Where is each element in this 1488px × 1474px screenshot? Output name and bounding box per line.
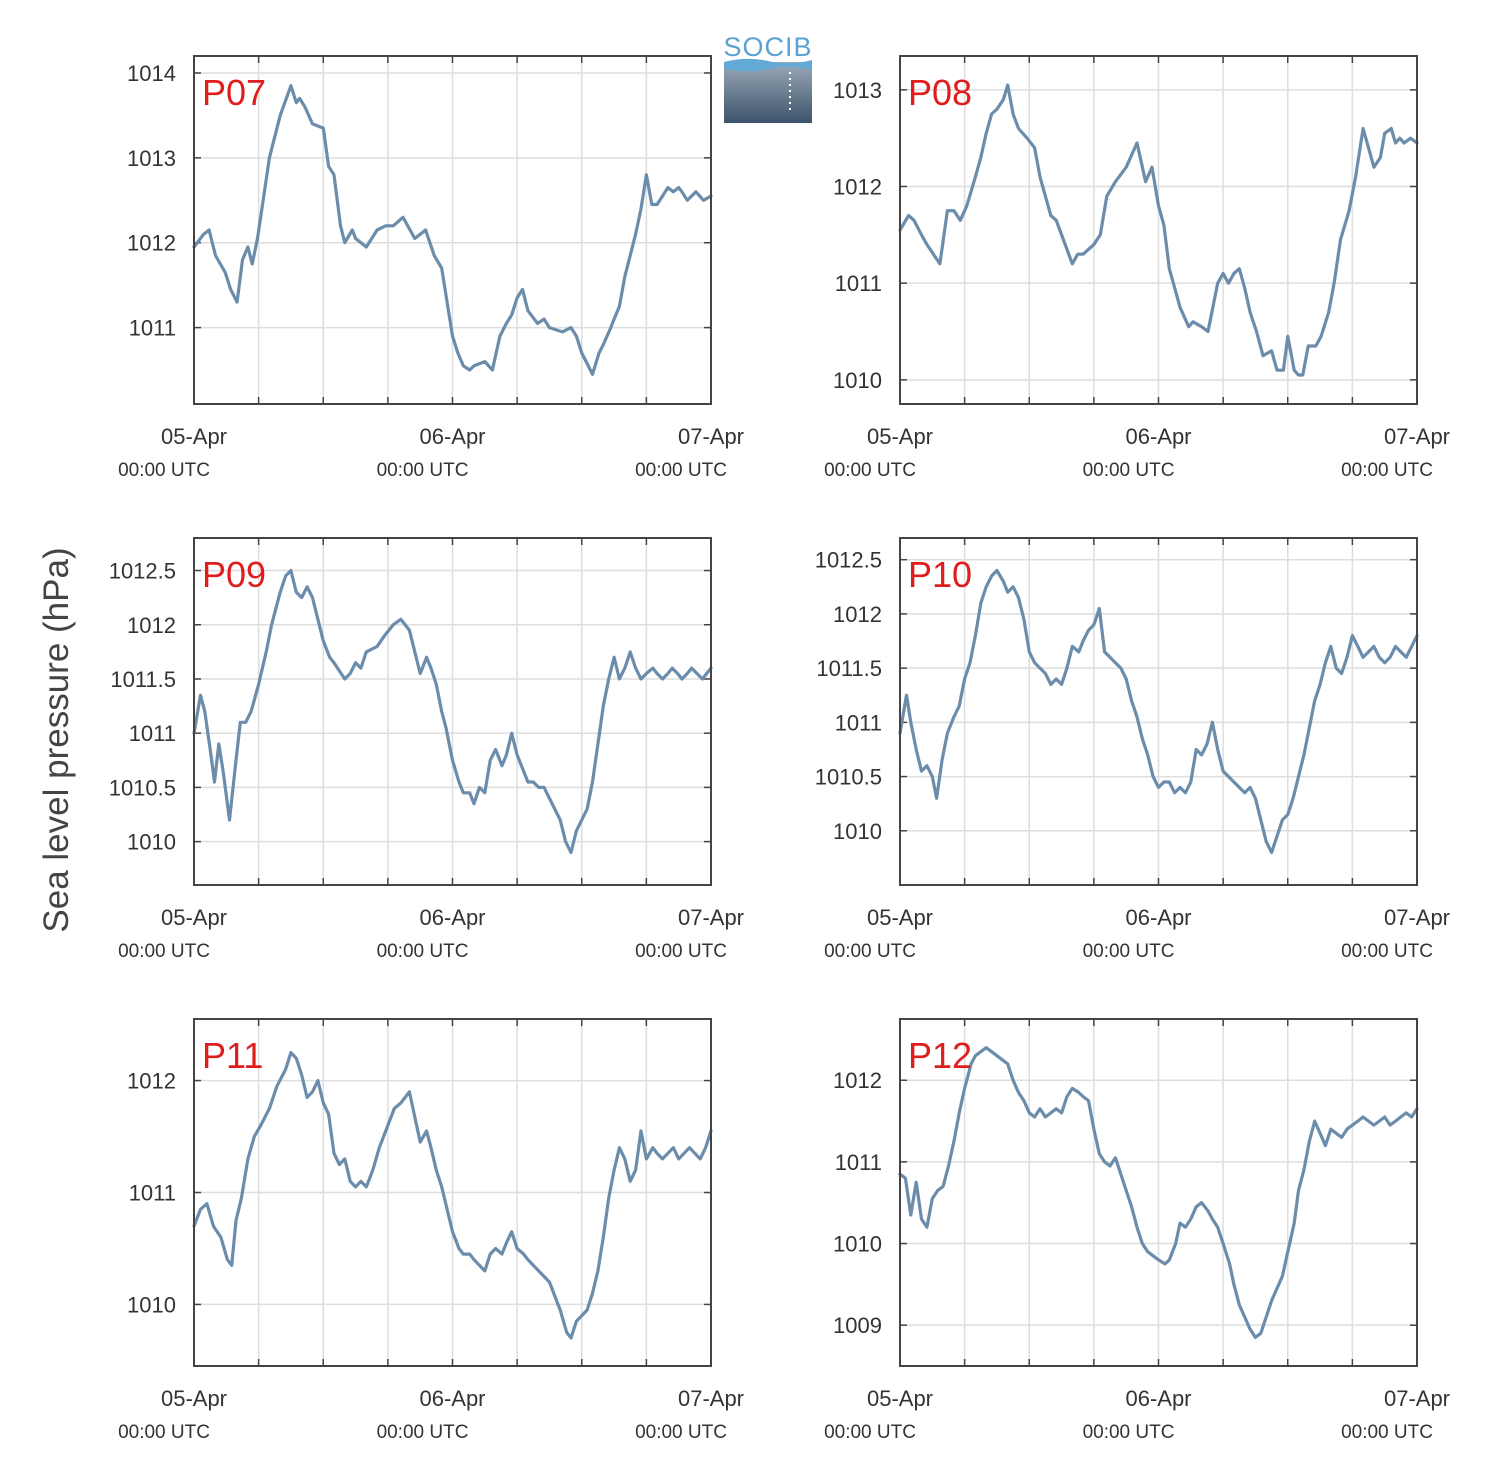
x-tick-label: 07-Apr xyxy=(1384,1386,1450,1411)
series-line xyxy=(898,568,1419,855)
panel-tag: P10 xyxy=(908,554,972,595)
y-tick-label: 1010.5 xyxy=(815,765,882,790)
y-tick-label: 1013 xyxy=(127,146,176,171)
y-tick-label: 1011 xyxy=(129,316,176,341)
x-tick-label: 07-Apr xyxy=(678,424,744,449)
panel-p09: 1010 1010.5 1011 1011.5 1012 1012.5 P09 05-Apr 0… xyxy=(109,537,744,962)
x-tick-sublabel: 00:00 UTC xyxy=(1341,1422,1433,1443)
x-tick-label: 06-Apr xyxy=(419,1386,485,1411)
series-line xyxy=(898,1046,1419,1339)
y-tick-label: 1012 xyxy=(833,175,882,200)
series-line xyxy=(192,1051,713,1340)
panel-tag: P11 xyxy=(202,1035,263,1076)
y-tick-label: 1010 xyxy=(833,819,882,844)
plot-frame xyxy=(899,55,1418,405)
x-tick-label: 06-Apr xyxy=(419,905,485,930)
panel-tag: P09 xyxy=(202,554,266,595)
y-tick-label: 1012 xyxy=(833,1068,882,1093)
plot-frame xyxy=(193,55,712,405)
x-tick-sublabel: 00:00 UTC xyxy=(1341,460,1433,481)
y-tick-label: 1012 xyxy=(127,613,176,638)
panel-p07: 1011 1012 1013 1014 P07 05-Apr 00:00 UTC 06-Apr… xyxy=(118,55,744,481)
x-tick-sublabel: 00:00 UTC xyxy=(824,1422,916,1443)
x-tick-sublabel: 00:00 UTC xyxy=(1341,941,1433,962)
socib-logo: SOCIB xyxy=(723,32,812,123)
x-tick-sublabel: 00:00 UTC xyxy=(377,1422,469,1443)
x-tick-label: 06-Apr xyxy=(1125,424,1191,449)
x-tick-sublabel: 00:00 UTC xyxy=(118,941,210,962)
socib-logo-text: SOCIB xyxy=(723,32,812,62)
y-tick-label: 1011 xyxy=(835,710,882,735)
x-tick-sublabel: 00:00 UTC xyxy=(635,460,727,481)
y-tick-label: 1012.5 xyxy=(815,548,882,573)
panel-p08: 1010 1011 1012 1013 P08 05-Apr 00:00 UTC 06-Apr… xyxy=(824,55,1450,481)
y-tick-label: 1012 xyxy=(127,231,176,256)
x-tick-label: 05-Apr xyxy=(867,1386,933,1411)
x-tick-label: 05-Apr xyxy=(161,1386,227,1411)
plot-frame xyxy=(193,537,712,886)
x-tick-sublabel: 00:00 UTC xyxy=(1083,460,1175,481)
y-tick-label: 1012.5 xyxy=(109,559,176,584)
y-tick-label: 1010 xyxy=(833,1232,882,1257)
panel-tag: P07 xyxy=(202,72,266,113)
y-tick-label: 1011 xyxy=(835,271,882,296)
y-tick-label: 1014 xyxy=(127,61,176,86)
x-tick-sublabel: 00:00 UTC xyxy=(824,941,916,962)
panel-p11: 1010 1011 1012 P11 05-Apr 00:00 UTC 06-Apr 00:0… xyxy=(118,1018,744,1443)
y-tick-label: 1012 xyxy=(833,602,882,627)
x-tick-label: 07-Apr xyxy=(1384,905,1450,930)
x-tick-label: 06-Apr xyxy=(1125,1386,1191,1411)
x-tick-label: 07-Apr xyxy=(1384,424,1450,449)
x-tick-label: 07-Apr xyxy=(678,905,744,930)
y-tick-label: 1013 xyxy=(833,78,882,103)
x-tick-label: 05-Apr xyxy=(867,424,933,449)
plot-frame xyxy=(193,1018,712,1367)
x-tick-label: 07-Apr xyxy=(678,1386,744,1411)
y-axis-label: Sea level pressure (hPa) xyxy=(37,547,76,932)
x-tick-sublabel: 00:00 UTC xyxy=(824,460,916,481)
y-tick-label: 1012 xyxy=(127,1069,176,1094)
plot-frame xyxy=(899,537,1418,886)
y-tick-label: 1011 xyxy=(129,1181,176,1206)
y-tick-label: 1010.5 xyxy=(109,775,176,800)
y-tick-label: 1009 xyxy=(833,1313,882,1338)
series-line xyxy=(898,83,1419,377)
panel-p12: 1009 1010 1011 1012 P12 05-Apr 00:00 UTC 06-Apr… xyxy=(824,1018,1450,1443)
socib-logo-block xyxy=(724,62,812,123)
x-tick-sublabel: 00:00 UTC xyxy=(118,1422,210,1443)
y-tick-label: 1010 xyxy=(833,368,882,393)
x-tick-sublabel: 00:00 UTC xyxy=(635,941,727,962)
y-tick-label: 1010 xyxy=(127,830,176,855)
panel-tag: P08 xyxy=(908,72,972,113)
x-tick-sublabel: 00:00 UTC xyxy=(635,1422,727,1443)
y-tick-label: 1011 xyxy=(129,721,176,746)
panel-tag: P12 xyxy=(908,1035,972,1076)
x-tick-sublabel: 00:00 UTC xyxy=(1083,1422,1175,1443)
y-tick-label: 1011.5 xyxy=(816,656,882,681)
x-tick-sublabel: 00:00 UTC xyxy=(377,941,469,962)
x-tick-sublabel: 00:00 UTC xyxy=(1083,941,1175,962)
x-tick-label: 06-Apr xyxy=(419,424,485,449)
plot-frame xyxy=(899,1018,1418,1367)
x-tick-sublabel: 00:00 UTC xyxy=(377,460,469,481)
y-tick-label: 1011.5 xyxy=(110,667,176,692)
series-line xyxy=(192,84,713,376)
x-tick-label: 05-Apr xyxy=(161,424,227,449)
x-tick-label: 05-Apr xyxy=(867,905,933,930)
x-tick-label: 06-Apr xyxy=(1125,905,1191,930)
x-tick-sublabel: 00:00 UTC xyxy=(118,460,210,481)
panel-p10: 1010 1010.5 1011 1011.5 1012 1012.5 P10 05-Apr 0… xyxy=(815,537,1450,962)
panels: 1011 1012 1013 1014 P07 05-Apr 00:00 UTC 06-Apr… xyxy=(109,55,1450,1443)
y-tick-label: 1011 xyxy=(835,1150,882,1175)
x-tick-label: 05-Apr xyxy=(161,905,227,930)
y-tick-label: 1010 xyxy=(127,1292,176,1317)
socib-logo-wave xyxy=(724,58,812,72)
series-line xyxy=(192,568,713,855)
